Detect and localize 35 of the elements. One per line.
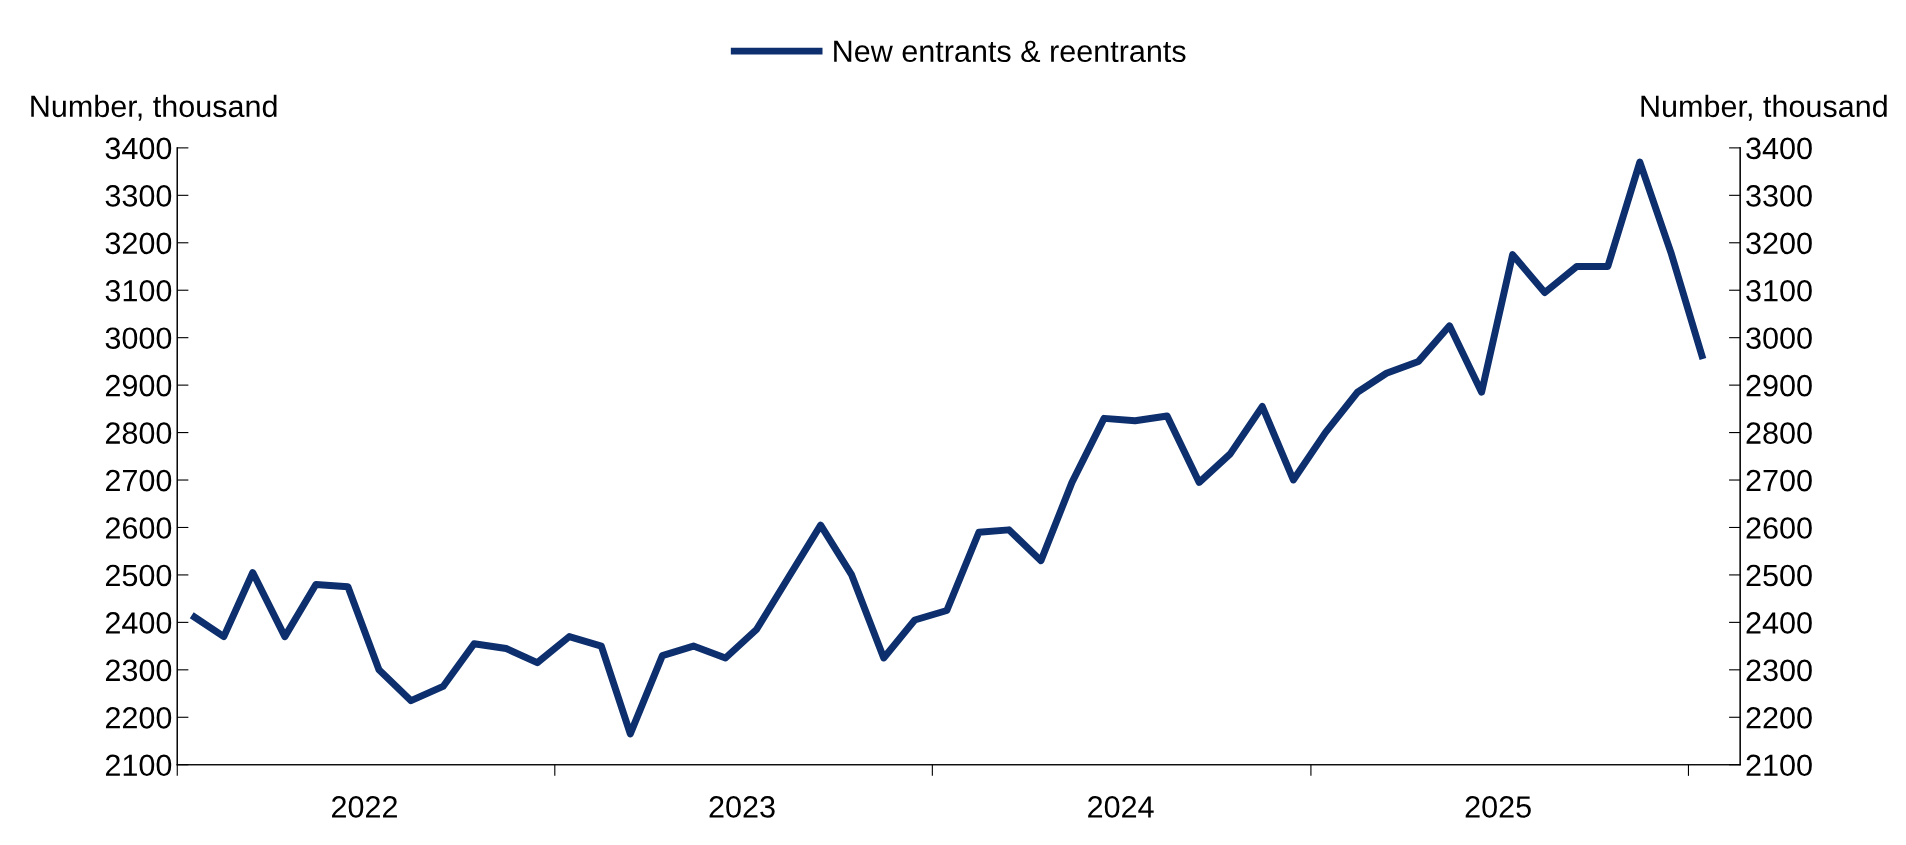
y2-tick-label: 2400	[1746, 612, 1812, 634]
y2-tick-label: 2600	[1746, 517, 1812, 539]
legend-label: New entrants & reentrants	[834, 40, 1186, 63]
y-tick-label: 3400	[105, 137, 172, 160]
y2-tick-label: 3300	[1746, 185, 1812, 207]
y-tick-label: 2500	[105, 564, 172, 587]
x-tick-label: 2023	[709, 796, 775, 818]
y-tick-label: 2100	[105, 754, 172, 777]
y2-tick-label: 2800	[1746, 422, 1812, 444]
y-tick-label: 2400	[105, 612, 172, 634]
y-tick-label: 3300	[105, 185, 172, 207]
y2-tick-label: 2700	[1746, 469, 1812, 492]
x-tick-label: 2024	[1088, 796, 1154, 818]
y-tick-label: 2900	[105, 374, 172, 397]
y2-tick-label: 3200	[1746, 232, 1812, 255]
y2-tick-label: 2500	[1746, 564, 1812, 587]
y2-tick-label: 3100	[1746, 279, 1812, 302]
y-tick-label: 3000	[105, 327, 172, 350]
y2-tick-label: 3000	[1746, 327, 1812, 350]
y2-tick-label: 2900	[1746, 374, 1812, 397]
x-tick-label: 2022	[332, 796, 397, 818]
x-tick-label: 2025	[1465, 796, 1531, 818]
y2-axis-title: Number, thousand	[1641, 94, 1887, 121]
y-tick-label: 2300	[105, 659, 172, 682]
y-tick-label: 3100	[105, 279, 172, 302]
y-tick-label: 2600	[105, 517, 172, 539]
y2-tick-label: 3400	[1746, 137, 1812, 160]
y2-tick-label: 2200	[1746, 707, 1812, 729]
y-tick-label: 2200	[105, 707, 172, 729]
y-axis-title: Number, thousand	[31, 94, 277, 121]
y-tick-label: 2700	[105, 469, 172, 492]
y-tick-label: 3200	[105, 232, 172, 255]
y2-tick-label: 2300	[1746, 659, 1812, 682]
y2-tick-label: 2100	[1746, 754, 1812, 777]
y-tick-label: 2800	[105, 422, 172, 444]
